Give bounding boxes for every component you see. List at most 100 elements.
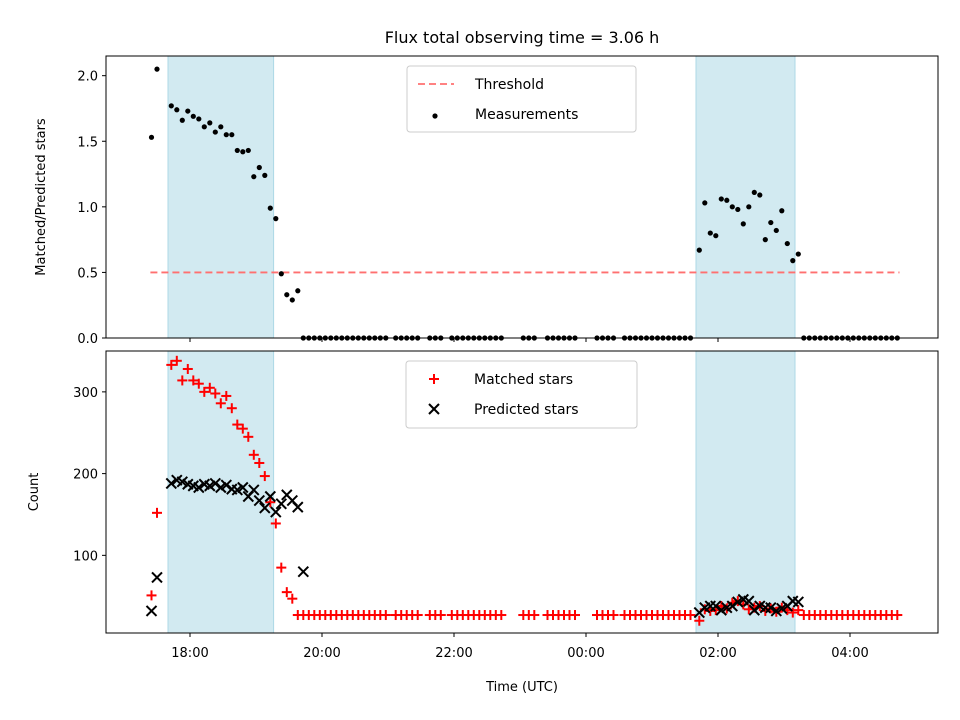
- measurement-point: [339, 335, 345, 341]
- predicted-x-b: [765, 601, 777, 614]
- measurement-point: [713, 233, 719, 239]
- measurement-point: [460, 335, 466, 341]
- y-tick-label: 0.5: [77, 266, 98, 281]
- predicted-star-point: [253, 494, 266, 507]
- predicted-x-b: [165, 477, 178, 490]
- legend-frame: [406, 65, 637, 133]
- legend-frame: [405, 360, 638, 429]
- legend-predicted-swatch-b: [428, 403, 440, 415]
- measurement-point: [190, 113, 196, 119]
- predicted-x-b: [737, 593, 750, 606]
- y-tick-label: 100: [73, 549, 98, 564]
- predicted-x-b: [264, 490, 277, 503]
- matched-star-point: [199, 386, 210, 397]
- x-tick-label: 22:00: [435, 646, 472, 661]
- measurement-point: [361, 335, 367, 341]
- predicted-x-b: [275, 498, 288, 510]
- measurement-point: [621, 335, 628, 341]
- measurement-point: [735, 206, 741, 213]
- predicted-x-b: [182, 478, 194, 490]
- measurement-point: [185, 108, 191, 114]
- matched-star-point: [270, 518, 281, 529]
- measurement-point: [229, 132, 235, 138]
- measurement-point: [555, 335, 562, 341]
- measurement-point: [779, 208, 785, 214]
- measurement-point: [393, 335, 399, 341]
- measurement-point: [605, 335, 611, 341]
- measurement-point: [179, 117, 185, 123]
- matched-star-point: [435, 610, 446, 621]
- matched-star-point: [237, 423, 248, 434]
- measurement-point: [550, 335, 556, 341]
- measurement-point: [168, 103, 174, 109]
- measurement-point: [687, 335, 694, 341]
- figure-title: Flux total observing time = 3.06 h: [385, 28, 660, 47]
- measurement-point: [245, 147, 251, 154]
- matched-star-point: [787, 607, 798, 618]
- measurement-point: [267, 205, 273, 211]
- matched-star-point: [193, 378, 204, 389]
- measurement-point: [344, 335, 350, 341]
- predicted-x-b: [171, 474, 183, 486]
- measurement-point: [432, 335, 438, 341]
- predicted-star-point: [151, 571, 163, 584]
- measurement-point: [493, 335, 499, 341]
- matched-star-point: [570, 610, 580, 621]
- measurement-point: [404, 335, 410, 341]
- predicted-star-point: [270, 506, 282, 518]
- predicted-x-b: [292, 501, 304, 513]
- measurement-point: [355, 335, 361, 341]
- measurement-point: [707, 230, 713, 236]
- measurement-point: [654, 335, 661, 341]
- predicted-star-point: [259, 502, 271, 514]
- matched-star-point: [496, 610, 507, 621]
- matched-star-point: [171, 355, 182, 366]
- predicted-star-point: [237, 481, 249, 494]
- predicted-x-b: [198, 478, 211, 490]
- predicted-x-b: [259, 502, 271, 514]
- predicted-x-b: [226, 483, 238, 495]
- measurement-point: [872, 335, 878, 341]
- axes-frame: [105, 350, 939, 634]
- matched-star-point: [221, 390, 232, 401]
- measurement-point: [856, 335, 862, 341]
- measurement-point: [154, 66, 160, 72]
- measurement-point: [311, 335, 317, 341]
- ratio-legend: Threshold Measurements: [406, 65, 637, 133]
- measurement-point: [594, 335, 600, 341]
- measurement-point: [278, 271, 284, 277]
- measurement-point: [806, 335, 812, 341]
- matched-star-point: [232, 419, 243, 430]
- x-tick-label: 18:00: [171, 646, 208, 661]
- measurement-point: [526, 335, 532, 341]
- measurement-point: [273, 216, 279, 222]
- measurement-point: [812, 335, 818, 341]
- measurement-point: [300, 335, 306, 341]
- measurement-point: [218, 124, 224, 130]
- measurement-point: [350, 335, 356, 341]
- measurement-point: [682, 335, 688, 341]
- count-axes: 100 200 300 18:00 20:00 22:00 00:00 02:00 04:00: [73, 350, 939, 661]
- measurement-point: [883, 335, 889, 341]
- measurement-point: [476, 335, 482, 341]
- measurement-point: [850, 335, 856, 341]
- matched-star-point: [694, 615, 705, 626]
- predicted-x-b: [187, 480, 200, 492]
- matched-star-point: [412, 610, 423, 621]
- measurement-point: [284, 292, 290, 298]
- measurement-point: [790, 258, 796, 264]
- matched-star-point: [210, 388, 221, 399]
- measurement-point: [671, 335, 677, 341]
- measurement-point: [817, 335, 823, 341]
- measurement-point: [377, 335, 383, 341]
- predicted-x-b: [145, 605, 158, 617]
- matched-star-point: [243, 431, 254, 442]
- measurement-point: [409, 335, 415, 341]
- matched-star-point: [380, 610, 391, 621]
- predicted-star-point: [264, 490, 277, 503]
- legend-label: Matched stars: [474, 372, 573, 388]
- matched-star-point: [182, 363, 193, 374]
- measurement-point: [834, 335, 840, 341]
- measurement-point: [889, 335, 895, 341]
- matched-star-point: [265, 497, 276, 508]
